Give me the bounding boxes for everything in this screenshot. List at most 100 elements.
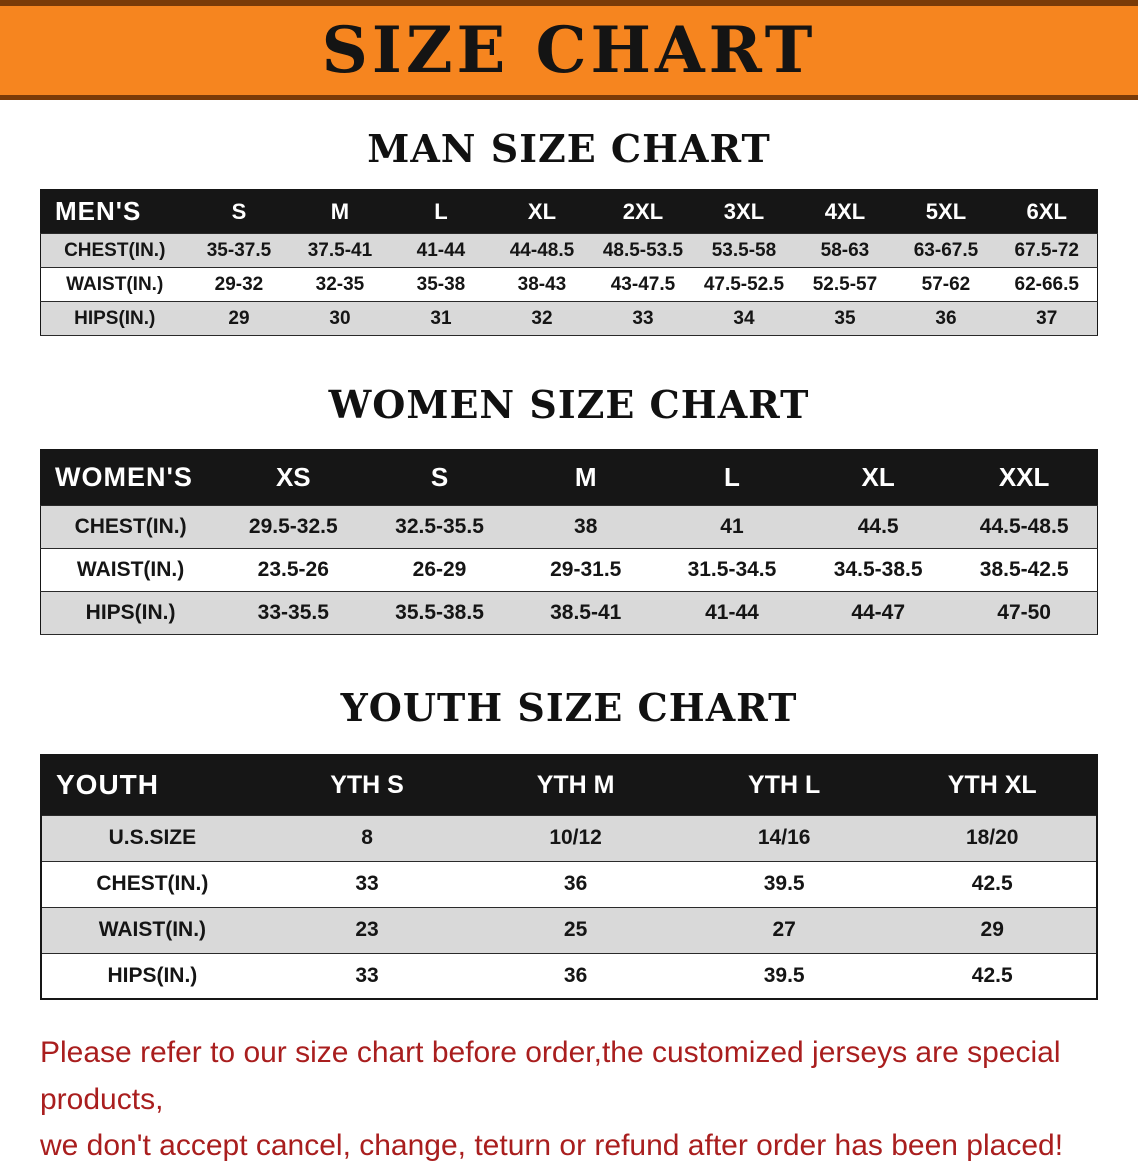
value-cell: 8: [262, 814, 472, 862]
value-cell: 31.5-34.5: [658, 548, 806, 592]
section-heading-women: WOMEN SIZE CHART: [328, 382, 810, 427]
row-label-cell: CHEST(IN.): [40, 233, 189, 268]
row-label-cell: HIPS(IN.): [40, 591, 221, 635]
table-row: WAIST(IN.) 23 25 27 29: [41, 906, 1097, 954]
value-cell: 41-44: [390, 233, 492, 268]
value-cell: 36: [471, 952, 680, 1000]
size-column-header: 3XL: [693, 189, 795, 234]
table-row: WAIST(IN.) 29-32 32-35 35-38 38-43 43-47.5 47.…: [40, 267, 1098, 302]
women-size-table: WOMEN'S XS S M L XL XXL CHEST(IN.) 29.5-32.5 32.5…: [40, 449, 1098, 635]
value-cell: 35.5-38.5: [366, 591, 513, 635]
value-cell: 42.5: [888, 860, 1097, 908]
size-chart-banner: SIZE CHART: [0, 0, 1138, 100]
banner-title: SIZE CHART: [321, 12, 817, 88]
table-header-row: YOUTH YTH S YTH M YTH L YTH XL: [41, 755, 1097, 815]
size-column-header: 6XL: [996, 189, 1098, 234]
section-heading-men: MAN SIZE CHART: [367, 126, 771, 171]
value-cell: 53.5-58: [693, 233, 795, 268]
value-cell: 67.5-72: [996, 233, 1098, 268]
size-column-header: XS: [220, 449, 367, 506]
value-cell: 35-37.5: [188, 233, 290, 268]
size-column-header: M: [512, 449, 659, 506]
value-cell: 39.5: [679, 952, 889, 1000]
size-column-header: 5XL: [895, 189, 997, 234]
value-cell: 35: [794, 301, 896, 336]
value-cell: 52.5-57: [794, 267, 896, 302]
table-title-cell: WOMEN'S: [40, 449, 221, 506]
size-column-header: YTH M: [471, 755, 680, 815]
value-cell: 35-38: [390, 267, 492, 302]
value-cell: 10/12: [471, 814, 680, 862]
row-label-cell: WAIST(IN.): [40, 548, 221, 592]
value-cell: 37.5-41: [289, 233, 391, 268]
value-cell: 33: [262, 952, 472, 1000]
value-cell: 23: [262, 906, 472, 954]
value-cell: 32-35: [289, 267, 391, 302]
value-cell: 63-67.5: [895, 233, 997, 268]
table-header-row: MEN'S S M L XL 2XL 3XL 4XL 5XL 6XL: [40, 189, 1098, 234]
table-row: HIPS(IN.) 33 36 39.5 42.5: [41, 952, 1097, 1000]
value-cell: 36: [895, 301, 997, 336]
size-column-header: YTH XL: [888, 755, 1097, 815]
value-cell: 29.5-32.5: [220, 505, 367, 549]
value-cell: 32: [491, 301, 593, 336]
value-cell: 18/20: [888, 814, 1097, 862]
value-cell: 27: [679, 906, 889, 954]
value-cell: 33: [592, 301, 694, 336]
size-column-header: S: [188, 189, 290, 234]
value-cell: 36: [471, 860, 680, 908]
value-cell: 26-29: [366, 548, 513, 592]
value-cell: 38: [512, 505, 659, 549]
value-cell: 25: [471, 906, 680, 954]
size-column-header: 2XL: [592, 189, 694, 234]
table-row: CHEST(IN.) 35-37.5 37.5-41 41-44 44-48.5 48.5…: [40, 233, 1098, 268]
row-label-cell: WAIST(IN.): [40, 267, 189, 302]
row-label-cell: HIPS(IN.): [41, 952, 263, 1000]
youth-size-table: YOUTH YTH S YTH M YTH L YTH XL U.S.SIZE 8 10/12…: [40, 754, 1098, 1000]
value-cell: 32.5-35.5: [366, 505, 513, 549]
value-cell: 57-62: [895, 267, 997, 302]
size-column-header: L: [658, 449, 806, 506]
value-cell: 33-35.5: [220, 591, 367, 635]
table-row: HIPS(IN.) 29 30 31 32 33 34 35 36 37: [40, 301, 1098, 336]
value-cell: 38.5-42.5: [951, 548, 1098, 592]
table-row: CHEST(IN.) 29.5-32.5 32.5-35.5 38 41 44.5 44.5…: [40, 505, 1098, 549]
value-cell: 29: [188, 301, 290, 336]
value-cell: 30: [289, 301, 391, 336]
value-cell: 44-47: [805, 591, 952, 635]
value-cell: 14/16: [679, 814, 889, 862]
row-label-cell: U.S.SIZE: [41, 814, 263, 862]
value-cell: 44-48.5: [491, 233, 593, 268]
value-cell: 29-31.5: [512, 548, 659, 592]
table-row: HIPS(IN.) 33-35.5 35.5-38.5 38.5-41 41-44 44-…: [40, 591, 1098, 635]
footer-note-line1: Please refer to our size chart before or…: [40, 1036, 1061, 1116]
value-cell: 43-47.5: [592, 267, 694, 302]
row-label-cell: CHEST(IN.): [40, 505, 221, 549]
value-cell: 23.5-26: [220, 548, 367, 592]
size-column-header: 4XL: [794, 189, 896, 234]
size-column-header: M: [289, 189, 391, 234]
section-heading-youth: YOUTH SIZE CHART: [340, 685, 798, 730]
men-size-table: MEN'S S M L XL 2XL 3XL 4XL 5XL 6XL CHEST(IN.) 35-37…: [40, 189, 1098, 336]
row-label-cell: CHEST(IN.): [41, 860, 263, 908]
size-column-header: XL: [805, 449, 952, 506]
value-cell: 29-32: [188, 267, 290, 302]
value-cell: 58-63: [794, 233, 896, 268]
table-row: CHEST(IN.) 33 36 39.5 42.5: [41, 860, 1097, 908]
table-row: WAIST(IN.) 23.5-26 26-29 29-31.5 31.5-34.5 34…: [40, 548, 1098, 592]
row-label-cell: WAIST(IN.): [41, 906, 263, 954]
footer-note-line2: we don't accept cancel, change, teturn o…: [40, 1129, 1064, 1162]
size-column-header: L: [390, 189, 492, 234]
size-column-header: XL: [491, 189, 593, 234]
value-cell: 29: [888, 906, 1097, 954]
value-cell: 48.5-53.5: [592, 233, 694, 268]
table-header-row: WOMEN'S XS S M L XL XXL: [40, 449, 1098, 506]
value-cell: 34.5-38.5: [805, 548, 952, 592]
size-column-header: YTH S: [262, 755, 472, 815]
value-cell: 42.5: [888, 952, 1097, 1000]
value-cell: 39.5: [679, 860, 889, 908]
value-cell: 38-43: [491, 267, 593, 302]
value-cell: 34: [693, 301, 795, 336]
value-cell: 44.5-48.5: [951, 505, 1098, 549]
value-cell: 47.5-52.5: [693, 267, 795, 302]
